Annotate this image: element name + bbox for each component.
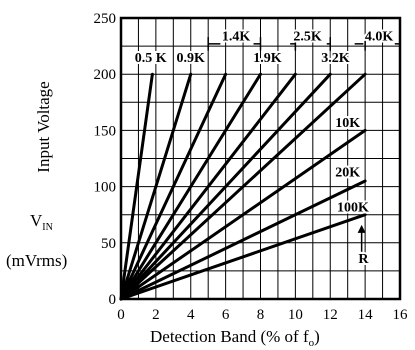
series-label: 3.2K bbox=[321, 51, 350, 66]
y-tick-label: 100 bbox=[94, 180, 117, 196]
series-label: 1.9K bbox=[253, 51, 282, 66]
series-label: 0.5 K bbox=[135, 51, 167, 66]
y-tick-label: 250 bbox=[94, 11, 117, 27]
x-tick-label: 10 bbox=[288, 307, 303, 323]
y-tick-label: 0 bbox=[109, 292, 117, 308]
r-arrow-head bbox=[357, 224, 366, 233]
series-line-2-5K bbox=[119, 72, 297, 301]
y-tick-label: 50 bbox=[101, 236, 116, 252]
x-tick-label: 16 bbox=[393, 307, 409, 323]
series-line-20K bbox=[119, 179, 367, 301]
y-axis-label: Input Voltage bbox=[34, 81, 53, 172]
series-line-0-5K bbox=[119, 72, 154, 301]
series-label: 20K bbox=[335, 165, 360, 180]
series-label: 1.4K bbox=[222, 29, 251, 44]
series-line-1-9K bbox=[119, 72, 262, 301]
x-tick-label: 12 bbox=[323, 307, 338, 323]
axis-ticks: 0 2 4 6 8 10 12 14 16 0 50 100 150 200 250 bbox=[94, 11, 409, 323]
y-tick-label: 200 bbox=[94, 67, 117, 83]
series-line-4-0K bbox=[119, 72, 367, 301]
y-axis-symbol: VIN bbox=[30, 211, 53, 233]
x-tick-label: 8 bbox=[257, 307, 265, 323]
series-label: 2.5K bbox=[293, 29, 322, 44]
series-line-3-2K bbox=[119, 72, 332, 301]
grid-lines bbox=[121, 18, 400, 299]
x-tick-label: 4 bbox=[187, 307, 195, 323]
y-tick-label: 150 bbox=[94, 123, 117, 139]
y-axis-unit: (mVrms) bbox=[6, 251, 67, 270]
x-axis-label: Detection Band (% of fo) bbox=[150, 327, 320, 349]
x-tick-label: 6 bbox=[222, 307, 230, 323]
x-tick-label: 14 bbox=[358, 307, 374, 323]
series-label: R bbox=[358, 252, 369, 267]
series-labels: 0.5 K 0.9K 1.4K1.9K 2.5K 3.2K 4.0K 10K 20K 100K R bbox=[133, 27, 396, 269]
x-tick-label: 0 bbox=[117, 307, 125, 323]
series-line-10K bbox=[119, 128, 367, 301]
label-leaders bbox=[207, 37, 400, 252]
series-lines bbox=[119, 72, 367, 301]
series-label: 10K bbox=[335, 116, 360, 131]
series-label: 4.0K bbox=[365, 29, 394, 44]
series-label: 0.9K bbox=[177, 51, 206, 66]
series-line-1-4K bbox=[119, 72, 228, 301]
series-label: 100K bbox=[337, 200, 369, 215]
series-line-100K bbox=[119, 213, 367, 301]
plot-frame bbox=[119, 16, 402, 301]
x-tick-label: 2 bbox=[152, 307, 160, 323]
series-line-0-9K bbox=[119, 72, 193, 301]
